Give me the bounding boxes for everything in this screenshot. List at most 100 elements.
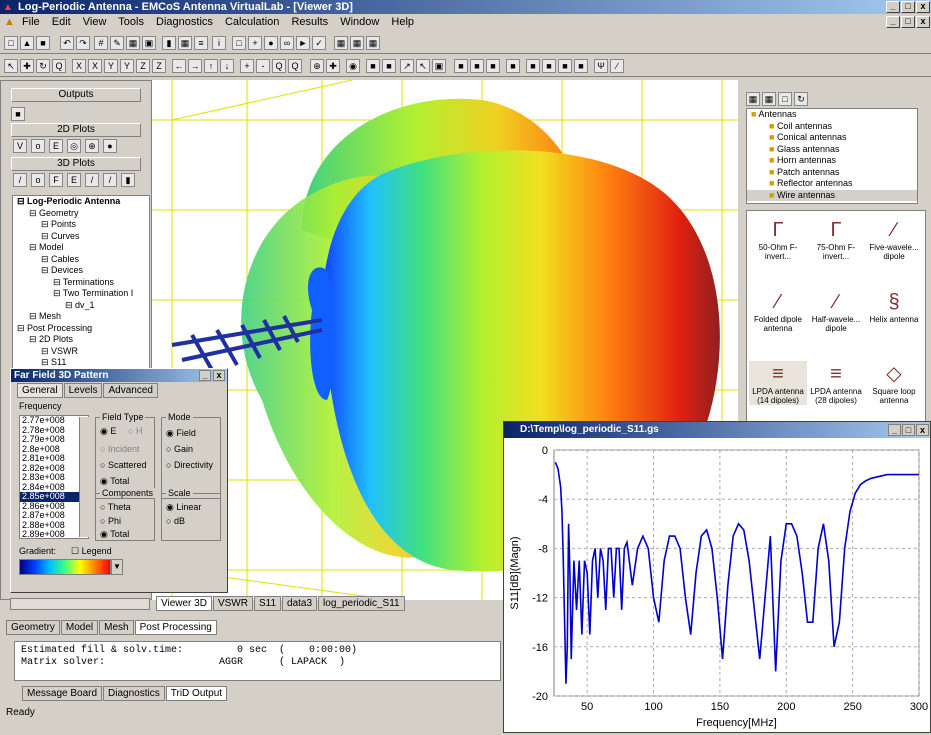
dialog-minimize-button[interactable]: _ [199, 370, 211, 381]
plot2d-e-icon[interactable]: E [49, 139, 63, 153]
sphere-icon[interactable]: ● [264, 36, 278, 50]
cursor-icon[interactable]: ↖ [416, 59, 430, 73]
redo-icon[interactable]: ↷ [76, 36, 90, 50]
library-tree-item[interactable]: ■ Patch antennas [747, 167, 917, 179]
view-y-icon[interactable]: Y [104, 59, 118, 73]
script-icon[interactable]: ≡ [194, 36, 208, 50]
minimize-button[interactable]: _ [886, 1, 900, 13]
view-z2-icon[interactable]: Z [152, 59, 166, 73]
calc-icon[interactable]: # [94, 36, 108, 50]
lib-refresh-icon[interactable]: ↻ [794, 92, 808, 106]
table-icon[interactable]: ▦ [178, 36, 192, 50]
tree-item[interactable]: ⊟ VSWR [13, 346, 149, 358]
frequency-item[interactable]: 2.85e+008 [20, 491, 88, 502]
gallery-item[interactable]: § Helix antenna [865, 289, 923, 324]
frequency-item[interactable]: 2.81e+008 [22, 453, 65, 463]
tree-item[interactable]: ⊟ Geometry [13, 208, 149, 220]
plot2d-polar-icon[interactable]: ◎ [67, 139, 81, 153]
probe-icon[interactable]: ↗ [400, 59, 414, 73]
plot3d-6-icon[interactable]: / [103, 173, 117, 187]
output-tab-diagnostics[interactable]: Diagnostics [103, 686, 165, 701]
tree-item[interactable]: ⊟ Devices [13, 265, 149, 277]
pointer-icon[interactable]: ↖ [4, 59, 18, 73]
distribute-icon[interactable]: ▦ [350, 36, 364, 50]
tree-item[interactable]: ⊟ Model [13, 242, 149, 254]
plot3d-5-icon[interactable]: / [85, 173, 99, 187]
frequency-item[interactable]: 2.88e+008 [22, 519, 65, 530]
tree-item[interactable]: ⊟ Curves [13, 231, 149, 243]
tree-item[interactable]: ⊟ Log-Periodic Antenna [13, 196, 149, 208]
filter2-icon[interactable]: ■ [382, 59, 396, 73]
lib-new-icon[interactable]: ▦ [746, 92, 760, 106]
library-tree-item[interactable]: ■ Wire antennas [747, 189, 917, 201]
zoom-icon[interactable]: Q [52, 59, 66, 73]
arrange-icon[interactable]: ▦ [366, 36, 380, 50]
frequency-item[interactable]: 2.83e+008 [22, 472, 65, 482]
frequency-item[interactable]: 2.89e+008 [22, 529, 65, 539]
output-icon[interactable]: ■ [11, 107, 25, 121]
rotate-icon[interactable]: ↻ [36, 59, 50, 73]
menu-diagnostics[interactable]: Diagnostics [156, 16, 213, 28]
color2-icon[interactable]: ■ [542, 59, 556, 73]
comp-theta-radio[interactable]: ○ Theta [100, 502, 131, 512]
menu-tools[interactable]: Tools [118, 16, 144, 28]
zoom-fit-icon[interactable]: Q [272, 59, 286, 73]
tree-item[interactable]: ⊟ Points [13, 219, 149, 231]
nav-tab-mesh[interactable]: Mesh [99, 620, 134, 635]
select-icon[interactable]: ▣ [432, 59, 446, 73]
scale-linear-radio[interactable]: ◉ Linear [166, 502, 202, 512]
library-tree-item[interactable]: ■ Horn antennas [747, 155, 917, 167]
tree-item[interactable]: ⊟ Post Processing [13, 323, 149, 335]
check-icon[interactable]: ✓ [312, 36, 326, 50]
outputs-bar[interactable]: Outputs [11, 88, 141, 102]
plots3d-bar[interactable]: 3D Plots [11, 157, 141, 171]
lib-folder-icon[interactable]: □ [778, 92, 792, 106]
menu-file[interactable]: File [21, 16, 40, 28]
plot-minimize-button[interactable]: _ [888, 424, 901, 436]
tab-advanced[interactable]: Advanced [103, 383, 158, 398]
frequency-item[interactable]: 2.79e+008 [22, 434, 65, 444]
tab-log-periodic-s11[interactable]: log_periodic_S11 [318, 596, 405, 611]
gradient-dropdown-arrow[interactable]: ▼ [111, 559, 123, 575]
gallery-item[interactable]: ≡ LPDA antenna (28 dipoles) [807, 361, 865, 405]
gallery-item[interactable]: ⁄ Folded dipole antenna [749, 289, 807, 333]
frequency-item[interactable]: 2.78e+008 [22, 424, 65, 435]
tool-icon[interactable]: ✎ [110, 36, 124, 50]
frequency-list[interactable]: 2.77e+008 2.78e+008 2.79e+008 2.8e+008 2.81e… [19, 415, 89, 539]
gallery-item[interactable]: ∕ Five-wavele... dipole [865, 217, 923, 261]
shade1-icon[interactable]: ■ [454, 59, 468, 73]
output-tab-message-board[interactable]: Message Board [22, 686, 103, 701]
menu-window[interactable]: Window [340, 16, 380, 28]
open-icon[interactable]: ▲ [20, 36, 34, 50]
menu-view[interactable]: View [82, 16, 107, 28]
pan-icon[interactable]: ✚ [20, 59, 34, 73]
scale-db-radio[interactable]: ○ dB [166, 516, 185, 526]
tab-s11[interactable]: S11 [253, 596, 282, 611]
undo-icon[interactable]: ↶ [60, 36, 74, 50]
library-tree-item[interactable]: ■ Reflector antennas [747, 178, 917, 190]
plot2d-smith-icon[interactable]: ⊕ [85, 139, 99, 153]
tree-item[interactable]: ⊟ S11 [13, 357, 149, 369]
arrow-up-icon[interactable]: ↑ [204, 59, 218, 73]
chart-icon[interactable]: ▮ [162, 36, 176, 50]
frequency-item[interactable]: 2.84e+008 [22, 481, 65, 492]
plot3d-4-icon[interactable]: E [67, 173, 81, 187]
mesh-icon[interactable]: + [248, 36, 262, 50]
plot2d-vj-icon[interactable]: V [13, 139, 27, 153]
zoom-in-icon[interactable]: + [240, 59, 254, 73]
antenna-icon[interactable]: Ψ [594, 59, 608, 73]
tab-data3[interactable]: data3 [282, 596, 318, 611]
tree-item[interactable]: ⊟ dv_1 [13, 300, 149, 312]
library-tree-item[interactable]: ■ Coil antennas [747, 121, 917, 133]
nav-tab-geometry[interactable]: Geometry [6, 620, 60, 635]
tab-general[interactable]: General [17, 383, 63, 398]
grid-icon[interactable]: ▦ [126, 36, 140, 50]
plot2d-o-icon[interactable]: o [31, 139, 45, 153]
image-icon[interactable]: ▣ [142, 36, 156, 50]
shade3-icon[interactable]: ■ [486, 59, 500, 73]
arrow-right-icon[interactable]: → [188, 59, 202, 73]
align-icon[interactable]: ▦ [334, 36, 348, 50]
menu-edit[interactable]: Edit [51, 16, 71, 28]
plot3d-2-icon[interactable]: o [31, 173, 45, 187]
frequency-item[interactable]: 2.82e+008 [22, 462, 65, 473]
